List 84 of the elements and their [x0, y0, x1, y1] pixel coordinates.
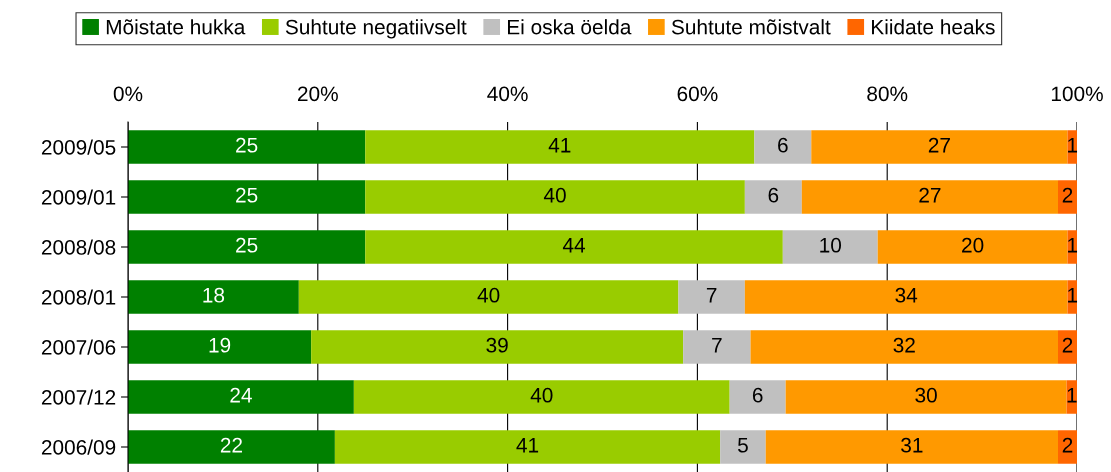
data-label: 6	[778, 137, 788, 153]
data-label: 24	[230, 387, 252, 403]
data-label: 1	[1068, 138, 1078, 153]
data-label: 1	[1067, 388, 1077, 403]
data-label: 39	[486, 337, 508, 353]
x-tick-label: 20%	[298, 86, 338, 102]
x-tick-label: 100%	[1051, 86, 1103, 102]
bar	[801, 180, 1059, 214]
bar	[877, 230, 1068, 264]
x-tick-label: 80%	[867, 86, 908, 102]
data-label: 25	[236, 137, 258, 153]
bar	[128, 280, 299, 314]
data-label: 19	[209, 337, 231, 353]
data-label: 2	[1062, 437, 1073, 453]
data-label: 6	[768, 187, 779, 203]
data-label: 22	[220, 437, 242, 453]
bar	[334, 430, 721, 464]
bar	[128, 130, 366, 164]
bar	[128, 430, 335, 464]
data-label: 7	[712, 338, 722, 353]
bar	[683, 330, 751, 364]
data-label: 41	[548, 138, 571, 153]
bar	[311, 330, 684, 364]
data-label: 20	[962, 237, 984, 253]
bar	[678, 280, 745, 314]
data-label: 30	[915, 387, 937, 403]
y-tick-label: 2008/01	[41, 289, 116, 305]
legend-label: Suhtute mõistvalt	[671, 19, 831, 35]
bar	[365, 130, 755, 164]
bar	[729, 380, 786, 414]
legend-label: Kiidate heaks	[872, 19, 995, 35]
bar	[744, 280, 1068, 314]
data-label: 40	[530, 387, 553, 403]
y-tick-label: 2006/09	[41, 439, 116, 455]
x-tick-label: 0%	[113, 86, 143, 102]
data-label: 25	[236, 187, 258, 203]
y-tick-label: 2009/05	[41, 139, 116, 155]
y-tick-label: 2009/01	[41, 189, 116, 205]
x-tick-label: 60%	[677, 86, 718, 102]
bar	[765, 430, 1059, 464]
bar	[128, 380, 354, 414]
legend-label: Suhtute negatiivselt	[285, 19, 467, 39]
bar	[128, 330, 312, 364]
data-label: 6	[752, 387, 763, 403]
bar	[782, 230, 878, 264]
bar	[128, 230, 366, 264]
y-tick-label: 2007/12	[41, 389, 116, 405]
data-label: 1	[1068, 288, 1078, 303]
bar	[744, 180, 802, 214]
data-label: 41	[516, 438, 539, 453]
bar	[750, 330, 1059, 364]
data-label: 7	[706, 288, 717, 303]
bar	[353, 380, 730, 414]
bar	[754, 130, 812, 164]
bar	[298, 280, 679, 314]
y-tick-label: 2007/06	[41, 339, 116, 355]
data-label: 10	[820, 237, 842, 253]
bar	[365, 230, 783, 264]
data-label: 18	[203, 287, 225, 303]
data-label: 34	[895, 287, 918, 303]
bar	[720, 430, 766, 464]
y-tick-label: 2008/08	[41, 239, 116, 255]
data-label: 27	[919, 187, 941, 203]
data-label: 2	[1062, 187, 1073, 203]
data-label: 40	[543, 187, 566, 203]
bar	[1058, 430, 1077, 464]
data-label: 2	[1062, 337, 1073, 353]
data-label: 40	[477, 287, 500, 303]
legend-label: Ei oska öelda	[508, 19, 632, 35]
x-tick-label: 40%	[487, 86, 528, 102]
data-label: 27	[928, 137, 950, 153]
data-label: 1	[1068, 238, 1078, 253]
data-label: 31	[901, 437, 923, 453]
bar	[365, 180, 745, 214]
data-label: 25	[236, 237, 258, 253]
bar	[128, 180, 366, 214]
bar	[1058, 180, 1077, 214]
bar	[1058, 330, 1077, 364]
data-label: 32	[893, 337, 915, 353]
legend-label: Mõistate hukka	[106, 19, 246, 35]
bar	[785, 380, 1067, 414]
data-label: 5	[737, 438, 748, 453]
bar	[811, 130, 1068, 164]
data-label: 44	[562, 238, 586, 253]
